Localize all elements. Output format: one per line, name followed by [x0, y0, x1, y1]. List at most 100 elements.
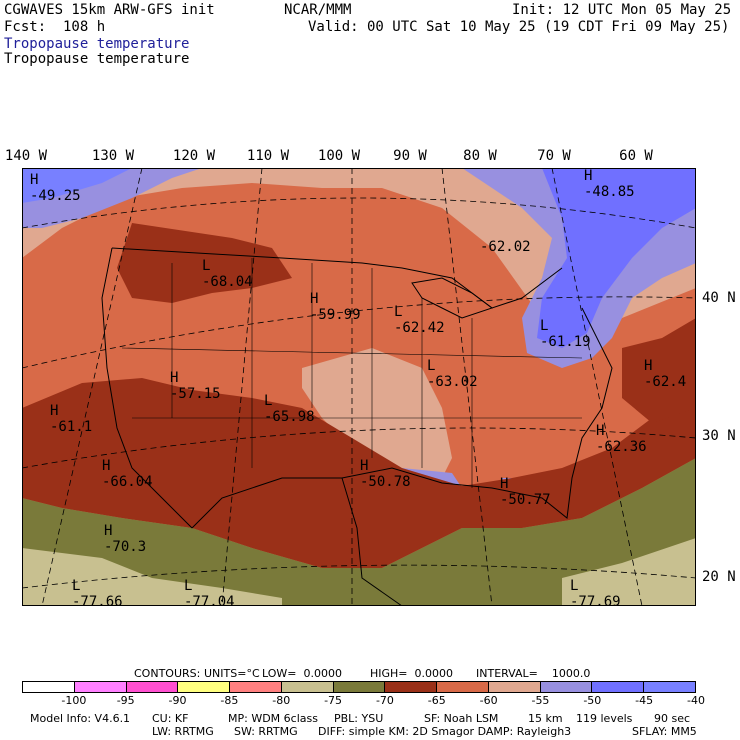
model-info-sflay: SFLAY: MM5: [632, 725, 697, 738]
extremum-label: H -49.25: [30, 172, 81, 204]
model-info-sf: SF: Noah LSM: [424, 712, 499, 725]
west-coast: [101, 247, 193, 529]
extremum-label: H -59.99: [310, 291, 361, 323]
field-band-75-sw: [22, 548, 282, 606]
field-band-65-nw: [117, 223, 292, 303]
field-band-65-south: [22, 378, 696, 568]
contours-label: CONTOURS:: [134, 667, 201, 680]
extremum-label: H -48.85: [584, 168, 635, 200]
extremum-label: H -57.15: [170, 370, 221, 402]
colorbar-swatch: [281, 682, 334, 692]
meridian: [221, 168, 263, 606]
model-info-diff: DIFF: simple KM: 2D Smagor DAMP: Rayleig…: [318, 725, 572, 738]
lon-label: 90 W: [393, 148, 427, 164]
lon-label: 60 W: [619, 148, 653, 164]
lat-label: 20 N: [702, 569, 736, 585]
field-band-65-se: [622, 318, 696, 423]
valid-time: Valid: 00 UTC Sat 10 May 25 (19 CDT Fri …: [308, 19, 730, 35]
lon-label: 80 W: [463, 148, 497, 164]
init-time: Init: 12 UTC Mon 05 May 25: [512, 2, 732, 18]
colorbar-tick-label: -90: [168, 694, 187, 707]
extremum-label: H -62.4: [644, 358, 687, 390]
colorbar-tick-label: -75: [324, 694, 343, 707]
extremum-label: L -62.42: [394, 304, 445, 336]
gulf-coast: [191, 307, 613, 529]
model-info-cu: CU: KF: [152, 712, 189, 725]
extrema-layer: H -49.25 H -48.85 -62.02 L -68.04 H -59.99 L…: [22, 168, 696, 610]
tropopause-temperature-map: [22, 168, 696, 606]
colorbar-tick-label: -55: [531, 694, 550, 707]
field-band-70-south: [22, 458, 696, 606]
colorbar-tick-label: -70: [375, 694, 394, 707]
colorbar-tick-label: -100: [61, 694, 87, 707]
colorbar-tick-label: -95: [116, 694, 135, 707]
colorbar-tick-label: -85: [220, 694, 239, 707]
meridian: [41, 168, 143, 606]
model-info-lw: LW: RRTMG: [152, 725, 214, 738]
parallel: [22, 427, 696, 469]
extremum-label: H -61.1: [50, 403, 93, 435]
colorbar-swatch: [74, 682, 127, 692]
model-info-version: Model Info: V4.6.1: [30, 712, 131, 725]
model-info-sw: SW: RRTMG: [234, 725, 298, 738]
colorbar-swatch: [644, 682, 695, 692]
lat-label: 40 N: [702, 290, 736, 306]
colorbar-swatch: [178, 682, 231, 692]
high-label: HIGH= 0.0000: [370, 667, 454, 680]
extremum-label: L -68.04: [202, 258, 253, 290]
colorbar-swatch: [540, 682, 593, 692]
meridian: [441, 168, 493, 606]
colorbar-swatch: [385, 682, 438, 692]
lon-label: 100 W: [317, 148, 361, 164]
colorbar-tick-label: -45: [635, 694, 654, 707]
mexico-coast: [341, 477, 403, 606]
parallel: [22, 296, 696, 369]
colorbar-swatch: [592, 682, 645, 692]
forecast-hour: Fcst: 108 h: [4, 19, 106, 35]
colorbar-swatch: [488, 682, 541, 692]
parallel: [22, 197, 696, 229]
extremum-label: -62.02: [480, 239, 531, 255]
field-title: Tropopause temperature: [4, 51, 190, 67]
field-band-45-ne: [537, 168, 696, 348]
model-title: CGWAVES 15km ARW-GFS init: [4, 2, 215, 18]
field-band-45-nw: [22, 168, 132, 203]
extremum-label: H -50.77: [500, 476, 551, 508]
extremum-label: L -65.98: [264, 393, 315, 425]
low-label: LOW= 0.0000: [262, 667, 342, 680]
center-label: NCAR/MMM: [284, 2, 352, 18]
extremum-label: H -50.78: [360, 458, 411, 490]
extremum-label: L -77.04: [184, 578, 235, 610]
colorbar-tick-label: -40: [687, 694, 705, 707]
great-lakes: [411, 277, 494, 319]
model-info-mp: MP: WDM 6class: [228, 712, 318, 725]
colorbar-swatch: [23, 682, 75, 692]
colorbar-swatch: [230, 682, 282, 692]
model-info-levels: 119 levels: [576, 712, 633, 725]
extremum-label: H -70.3: [104, 523, 147, 555]
model-info-res: 15 km: [528, 712, 563, 725]
lon-label: 120 W: [172, 148, 216, 164]
colorbar-tick-label: -65: [427, 694, 446, 707]
colorbar: [22, 681, 696, 693]
lon-label: 130 W: [91, 148, 135, 164]
units-label: UNITS=°C: [204, 667, 260, 680]
colorbar-swatch: [126, 682, 179, 692]
extremum-label: H -66.04: [102, 458, 153, 490]
meridian: [551, 168, 643, 606]
us-canada-border: [111, 247, 563, 309]
colorbar-tick-label: -60: [479, 694, 498, 707]
lon-label: 110 W: [246, 148, 290, 164]
lat-label: 30 N: [702, 428, 736, 444]
lon-label: 70 W: [537, 148, 571, 164]
extremum-label: L -63.02: [427, 358, 478, 390]
field-band-55-central: [302, 348, 452, 478]
extremum-label: H -62.36: [596, 423, 647, 455]
field-band-75-se: [562, 538, 696, 606]
interval-label: INTERVAL= 1000.0: [476, 667, 591, 680]
model-info-timestep: 90 sec: [654, 712, 691, 725]
model-info-pbl: PBL: YSU: [334, 712, 384, 725]
state-lines: [121, 258, 583, 488]
colorbar-tick-label: -80: [272, 694, 291, 707]
extremum-label: L -61.19: [540, 318, 591, 350]
